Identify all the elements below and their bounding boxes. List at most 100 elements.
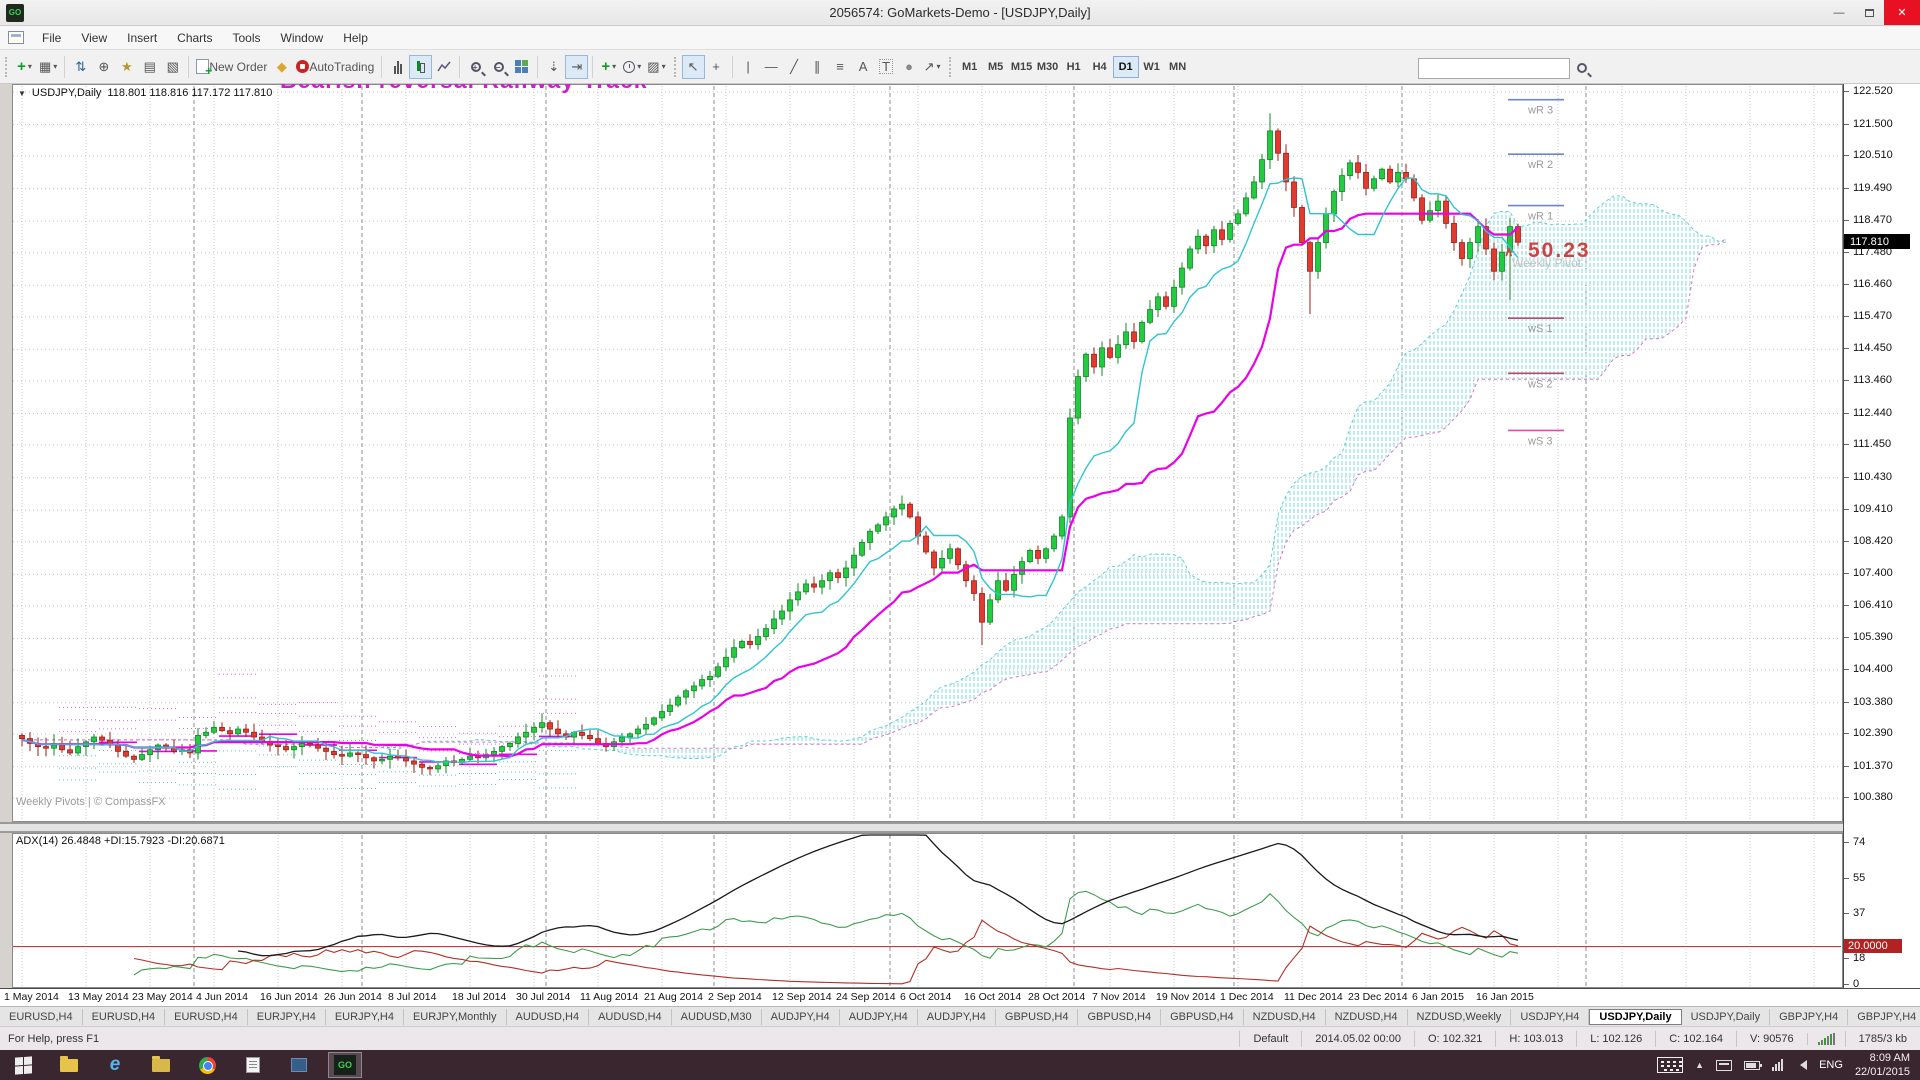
chart-tab-eurusd-h4-1[interactable]: EURUSD,H4 bbox=[83, 1008, 166, 1025]
taskbar-clock[interactable]: 8:09 AM 22/01/2015 bbox=[1855, 1051, 1910, 1080]
toolbar-handle[interactable] bbox=[948, 56, 954, 77]
crosshair-button[interactable]: + bbox=[705, 55, 728, 79]
chart-tab-eurusd-h4-0[interactable]: EURUSD,H4 bbox=[0, 1008, 83, 1025]
chart-tab-nzdusd-weekly-17[interactable]: NZDUSD,Weekly bbox=[1408, 1008, 1512, 1025]
keyboard-icon[interactable] bbox=[1657, 1057, 1684, 1073]
cursor-button[interactable]: ↖ bbox=[681, 54, 705, 79]
chart-tab-eurjpy-monthly-5[interactable]: EURJPY,Monthly bbox=[404, 1008, 507, 1025]
market-watch-button[interactable]: ⇅ bbox=[69, 55, 92, 79]
timeframe-m1[interactable]: M1 bbox=[961, 60, 978, 73]
channel-button[interactable]: ∥ bbox=[806, 55, 829, 79]
chart-tab-audusd-h4-6[interactable]: AUDUSD,H4 bbox=[507, 1008, 590, 1025]
zoom-in-button[interactable]: + bbox=[464, 55, 487, 79]
chart-tab-nzdusd-h4-15[interactable]: NZDUSD,H4 bbox=[1244, 1008, 1326, 1025]
date-axis[interactable]: 1 May 2014 13 May 2014 23 May 2014 4 Jun 20… bbox=[0, 988, 1920, 1006]
language-indicator[interactable]: ENG bbox=[1819, 1059, 1843, 1071]
strategy-tester-button[interactable]: ▧ bbox=[161, 55, 184, 79]
taskbar-internet-explorer[interactable]: e bbox=[92, 1050, 138, 1080]
auto-scroll-button[interactable]: ⇣ bbox=[542, 55, 565, 79]
navigator-button[interactable]: ★ bbox=[115, 55, 138, 79]
search-button[interactable] bbox=[1570, 56, 1593, 80]
timeframe-d1[interactable]: D1 bbox=[1112, 55, 1139, 78]
timeframe-m30[interactable]: M30 bbox=[1036, 60, 1059, 73]
chart-tab-usdjpy-daily-19[interactable]: USDJPY,Daily bbox=[1589, 1008, 1682, 1025]
chart-tab-gbpusd-h4-13[interactable]: GBPUSD,H4 bbox=[1078, 1008, 1162, 1025]
symbol-dropdown-icon[interactable]: ▼ bbox=[18, 88, 26, 98]
status-profile[interactable]: Default bbox=[1239, 1030, 1301, 1047]
autotrading-button[interactable]: AutoTrading bbox=[293, 55, 377, 79]
chart-tab-nzdusd-h4-16[interactable]: NZDUSD,H4 bbox=[1326, 1008, 1408, 1025]
taskbar-folder[interactable] bbox=[138, 1050, 184, 1080]
timeframe-m5[interactable]: M5 bbox=[987, 60, 1004, 73]
close-button[interactable]: ✕ bbox=[1884, 0, 1920, 25]
timeframe-w1[interactable]: W1 bbox=[1143, 60, 1160, 73]
taskbar-metatrader-active[interactable]: GO bbox=[322, 1050, 368, 1080]
chart-tab-gbpjpy-h4-21[interactable]: GBPJPY,H4 bbox=[1770, 1008, 1849, 1025]
chart-tab-gbpjpy-h4-22[interactable]: GBPJPY,H4 bbox=[1848, 1009, 1920, 1025]
line-chart-button[interactable] bbox=[432, 55, 455, 79]
network-signal-icon[interactable] bbox=[1772, 1059, 1784, 1071]
start-button[interactable] bbox=[0, 1050, 46, 1080]
chart-tab-audusd-h4-7[interactable]: AUDUSD,H4 bbox=[589, 1008, 672, 1025]
fibonacci-button[interactable]: ≡ bbox=[829, 55, 852, 79]
text-label-button[interactable]: T bbox=[875, 55, 898, 79]
minimize-button[interactable]: — bbox=[1833, 6, 1845, 19]
chart-tab-audjpy-h4-10[interactable]: AUDJPY,H4 bbox=[840, 1008, 918, 1025]
timeframe-h1[interactable]: H1 bbox=[1066, 60, 1081, 73]
new-chart-button[interactable]: + ▾ bbox=[13, 55, 36, 79]
arrows-button[interactable]: ↗ ▾ bbox=[921, 55, 944, 79]
periods-button[interactable]: ▾ bbox=[620, 55, 644, 79]
panel-splitter[interactable] bbox=[0, 822, 1920, 833]
data-window-button[interactable]: ⊕ bbox=[92, 55, 115, 79]
display-icon[interactable] bbox=[1716, 1059, 1733, 1071]
candlestick-chart-button[interactable] bbox=[409, 54, 433, 79]
menu-window[interactable]: Window bbox=[280, 30, 324, 45]
taskbar-media-app[interactable] bbox=[276, 1050, 322, 1080]
battery-icon[interactable] bbox=[1744, 1060, 1763, 1070]
timeframe-m15[interactable]: M15 bbox=[1010, 60, 1033, 73]
vertical-line-button[interactable]: | bbox=[737, 55, 760, 79]
toolbar-handle[interactable] bbox=[673, 56, 679, 77]
chart-tab-usdjpy-daily-20[interactable]: USDJPY,Daily bbox=[1682, 1008, 1771, 1025]
adx-canvas[interactable] bbox=[12, 833, 1843, 988]
timeframe-mn[interactable]: MN bbox=[1169, 60, 1187, 73]
indicators-button[interactable]: + ▾ bbox=[597, 55, 620, 79]
profiles-button[interactable]: ▦ ▾ bbox=[36, 55, 60, 79]
chart-shift-button[interactable]: ⇥ bbox=[565, 54, 589, 79]
bar-chart-button[interactable] bbox=[386, 55, 409, 79]
trendline-button[interactable]: ╱ bbox=[783, 55, 806, 79]
chart-tab-audusd-m30-8[interactable]: AUDUSD,M30 bbox=[672, 1008, 762, 1025]
text-button[interactable]: A bbox=[852, 55, 875, 79]
expert-advisors-button[interactable]: ◆ bbox=[270, 55, 293, 79]
search-input[interactable] bbox=[1418, 57, 1570, 79]
menu-help[interactable]: Help bbox=[343, 30, 368, 45]
price-axis[interactable]: 117.810 20.0000 122.520 121.500 120.510 119… bbox=[1843, 84, 1920, 990]
main-chart-canvas[interactable]: wR 3 wR 2 wR 1 wS 1 wS 2 wS 3 bbox=[12, 84, 1843, 822]
shapes-button[interactable]: ● bbox=[898, 55, 921, 79]
taskbar-chrome[interactable] bbox=[184, 1050, 230, 1080]
volume-icon[interactable] bbox=[1795, 1060, 1808, 1070]
main-chart[interactable]: wR 3 wR 2 wR 1 wS 1 wS 2 wS 3 ▼ USDJPY,Daily … bbox=[12, 84, 1843, 822]
adx-panel[interactable]: ADX(14) 26.4848 +DI:15.7923 -DI:20.6871 bbox=[12, 833, 1843, 988]
chart-tab-usdjpy-h4-18[interactable]: USDJPY,H4 bbox=[1511, 1008, 1590, 1025]
chart-tab-eurusd-h4-2[interactable]: EURUSD,H4 bbox=[165, 1008, 248, 1025]
menu-view[interactable]: View bbox=[81, 30, 108, 45]
tray-expand-icon[interactable]: ▲ bbox=[1695, 1060, 1705, 1070]
tile-windows-button[interactable] bbox=[510, 55, 533, 79]
toolbar-handle[interactable] bbox=[5, 56, 10, 77]
chart-tab-eurjpy-h4-4[interactable]: EURJPY,H4 bbox=[326, 1008, 404, 1025]
horizontal-line-button[interactable]: — bbox=[760, 55, 783, 79]
chart-tab-audjpy-h4-9[interactable]: AUDJPY,H4 bbox=[762, 1008, 840, 1025]
menu-insert[interactable]: Insert bbox=[127, 30, 158, 45]
menu-charts[interactable]: Charts bbox=[177, 30, 213, 45]
timeframe-h4[interactable]: H4 bbox=[1092, 60, 1107, 73]
templates-button[interactable]: ▨ ▾ bbox=[644, 55, 668, 79]
taskbar-file-explorer[interactable] bbox=[46, 1050, 92, 1080]
zoom-out-button[interactable]: − bbox=[487, 55, 510, 79]
terminal-button[interactable]: ▤ bbox=[138, 55, 161, 79]
new-order-button[interactable]: New Order bbox=[193, 55, 270, 79]
restore-button[interactable] bbox=[1854, 0, 1884, 25]
menu-tools[interactable]: Tools bbox=[232, 30, 261, 45]
chart-tab-gbpusd-h4-12[interactable]: GBPUSD,H4 bbox=[996, 1008, 1079, 1025]
chart-tab-audjpy-h4-11[interactable]: AUDJPY,H4 bbox=[918, 1008, 996, 1025]
